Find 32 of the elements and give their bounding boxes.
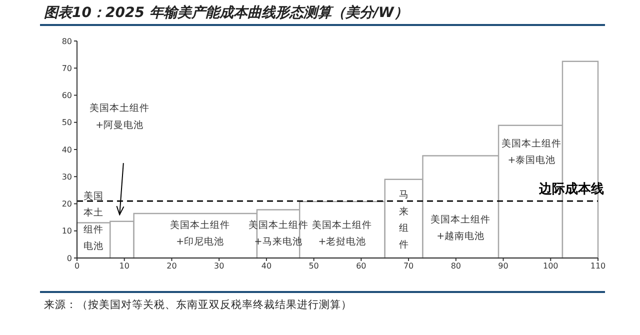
y-tick-label: 0: [66, 254, 72, 263]
source-note: 来源：（按美国对等关税、东南亚双反税率终裁结果进行测算）: [44, 298, 352, 312]
x-tick-label: 80: [450, 262, 462, 271]
y-tick-label: 50: [62, 118, 72, 128]
ref-line-label: 边际成本线: [538, 182, 604, 198]
x-tick-label: 60: [356, 262, 366, 271]
annotation: 美国本土组件+马来电池: [248, 218, 308, 248]
y-tick-label: 20: [62, 200, 72, 209]
x-tick-label: 10: [119, 262, 130, 271]
annotation: 美国本土组件+越南电池: [430, 213, 491, 242]
y-tick-label: 10: [62, 226, 72, 236]
x-tick-label: 30: [214, 262, 224, 271]
annotation: 美国本土组件+老挝电池: [312, 218, 372, 248]
annotation: 马来组件: [398, 190, 409, 251]
x-tick-label: 90: [498, 262, 508, 271]
y-tick-label: 30: [62, 172, 72, 182]
y-tick-label: 60: [62, 91, 72, 100]
annotation: 美国本土组件电池: [84, 190, 104, 252]
y-tick-label: 80: [62, 36, 72, 46]
y-tick-label: 70: [62, 64, 72, 73]
x-tick-label: 100: [542, 262, 558, 271]
x-tick-label: 40: [261, 262, 272, 271]
x-tick-label: 70: [403, 262, 414, 271]
x-tick-label: 20: [166, 262, 177, 271]
annotation: 美国本土组件+泰国电池: [502, 137, 562, 166]
y-tick-label: 40: [62, 145, 72, 154]
chart-title: 图表10：2025 年输美产能成本曲线形态测算（美分/W）: [44, 4, 408, 22]
x-tick-label: 110: [590, 262, 606, 271]
x-tick-label: 50: [308, 262, 319, 271]
annotation: 美国本土组件+阿曼电池: [90, 102, 150, 131]
x-tick-label: 0: [74, 262, 80, 271]
annotation: 美国本土组件+印尼电池: [170, 218, 230, 248]
